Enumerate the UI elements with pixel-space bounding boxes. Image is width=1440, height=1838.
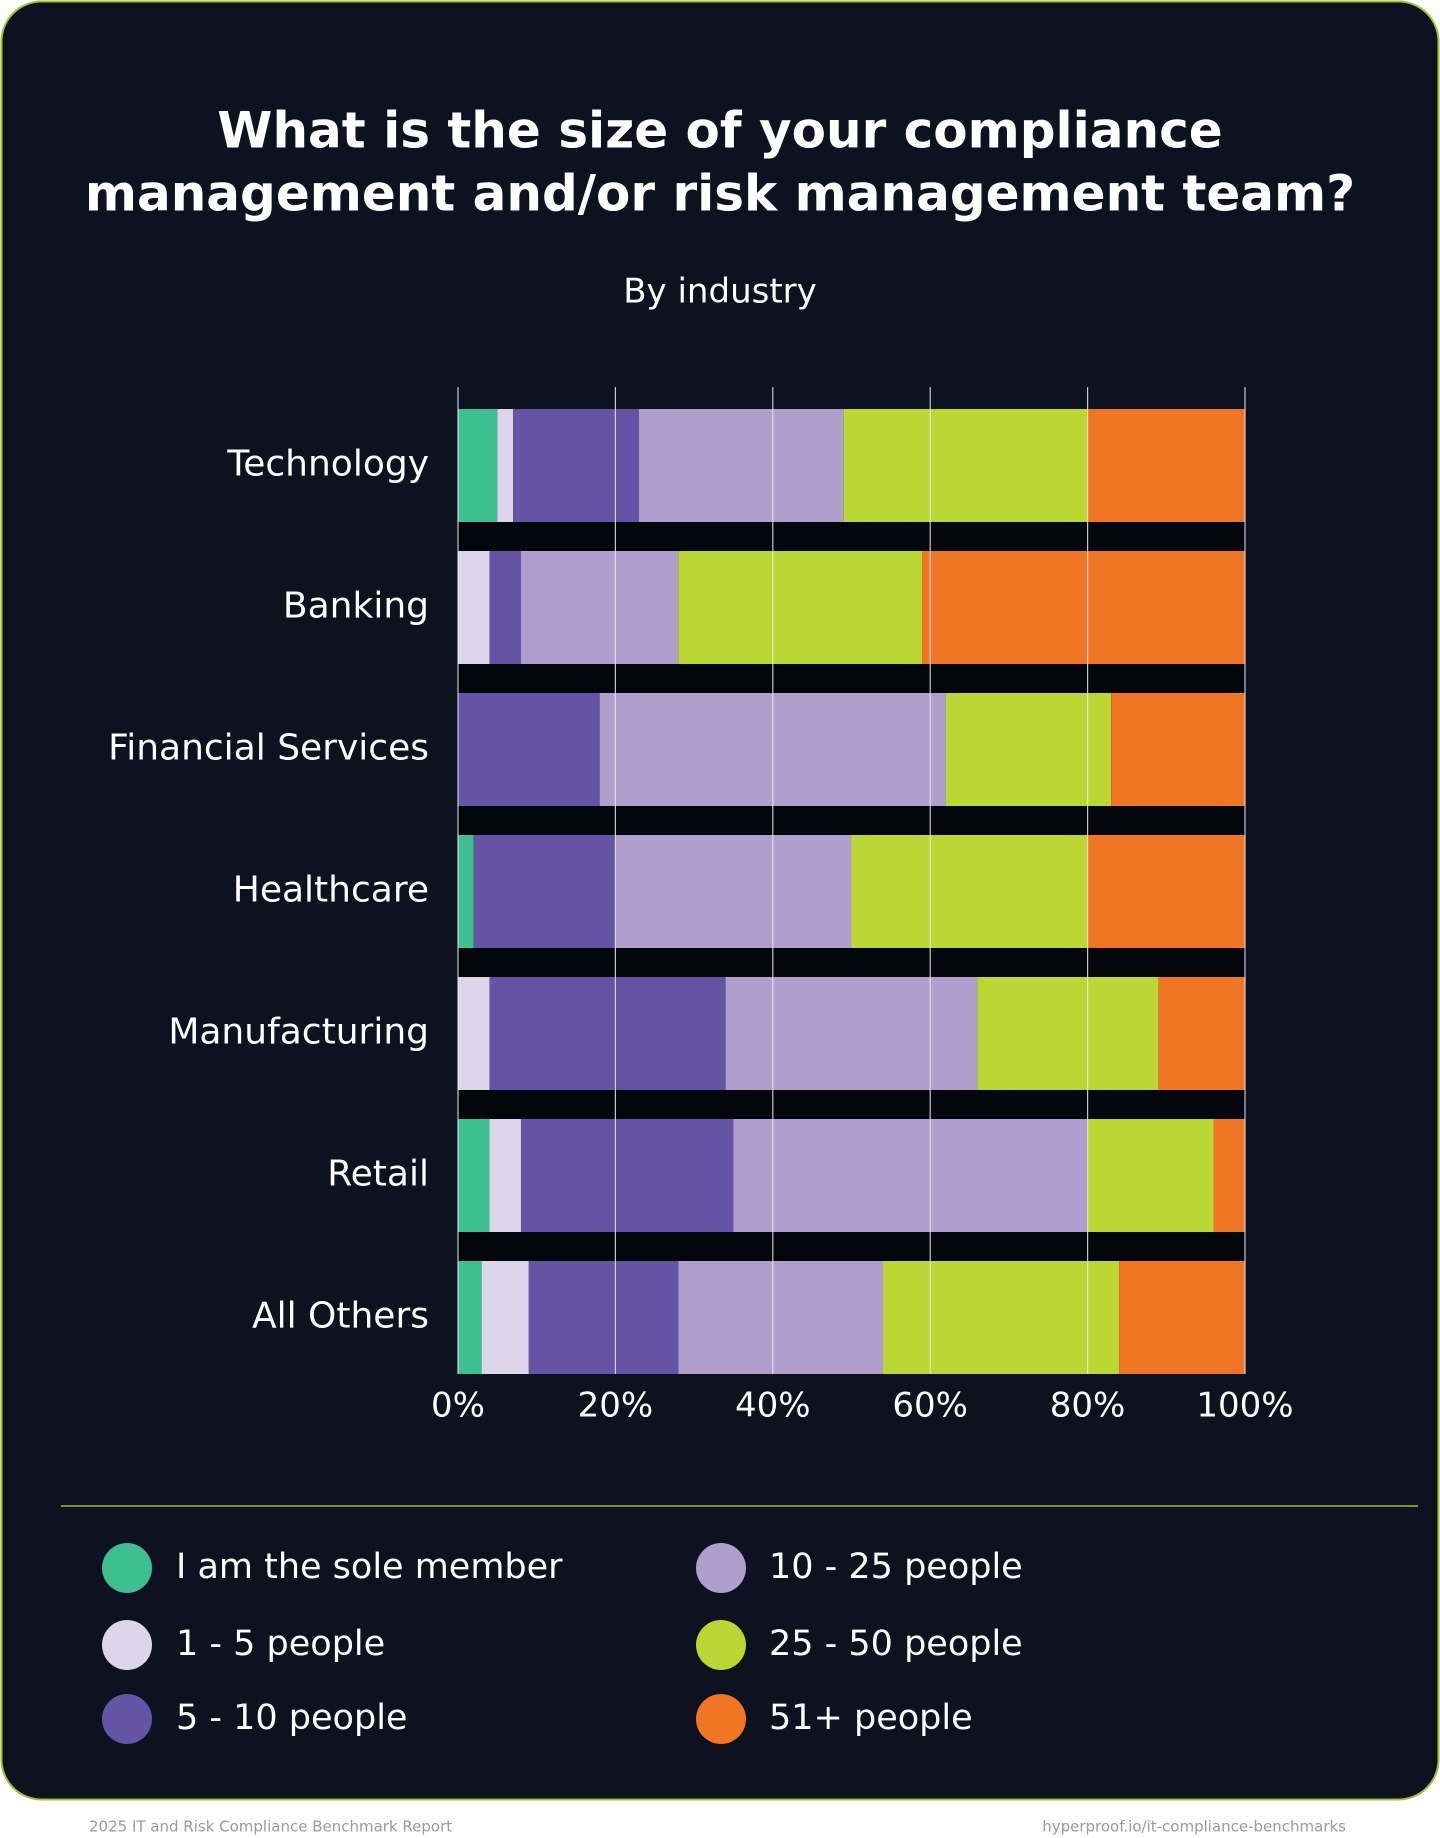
bar-segment [725,977,978,1090]
bar-segment [882,1261,1120,1374]
legend-label: 1 - 5 people [176,1624,385,1664]
bar-segment [481,1261,529,1374]
bar-segment [520,551,679,664]
bar-segment [458,1261,482,1374]
bar-segment [639,409,844,522]
legend-marker [102,1620,152,1670]
bar-segment [1119,1261,1245,1374]
bar-segment [458,977,490,1090]
bar-segment [1111,693,1245,806]
bar-segment [678,551,923,664]
chart-subtitle: By industry [623,272,817,312]
legend-marker [696,1543,746,1593]
y-tick-label: Manufacturing [168,1012,429,1053]
bar-segment [945,693,1112,806]
bar-segment [497,409,514,522]
y-tick-label: Healthcare [233,870,429,911]
bar-segment [678,1261,883,1374]
bar-segment [1087,835,1245,948]
bar-segment [528,1261,679,1374]
x-tick-label: 100% [1196,1386,1293,1426]
legend-label: 10 - 25 people [769,1547,1023,1587]
bar-segment [1087,1119,1214,1232]
bar-segment [733,1119,1088,1232]
x-tick-label: 60% [892,1386,968,1426]
bar-segment [851,835,1088,948]
bar-segment [458,551,490,664]
legend-marker [696,1694,746,1744]
chart-title: What is the size of your compliance [217,102,1222,160]
footer-right: hyperproof.io/it-compliance-benchmarks [1042,1818,1346,1836]
bar-segment [615,835,852,948]
x-tick-label: 40% [735,1386,811,1426]
y-tick-label: Retail [327,1154,429,1195]
legend-label: 5 - 10 people [176,1698,407,1738]
bar-segment [489,1119,521,1232]
bar-segment [1158,977,1245,1090]
chart-title: management and/or risk management team? [85,165,1355,223]
bar-segment [458,409,498,522]
bar-segment [1087,409,1245,522]
bar-segment [1213,1119,1245,1232]
x-tick-label: 0% [431,1386,485,1426]
y-tick-label: Technology [226,444,429,485]
legend-marker [696,1620,746,1670]
bar-segment [458,693,600,806]
bar-segment [458,835,474,948]
bar-segment [520,1119,734,1232]
legend-label: I am the sole member [176,1547,563,1587]
bar-segment [489,977,726,1090]
legend-marker [102,1694,152,1744]
bar-segment [458,1119,490,1232]
bar-segment [922,551,1245,664]
legend-label: 25 - 50 people [769,1624,1023,1664]
bar-segment [473,835,616,948]
legend-label: 51+ people [769,1698,973,1738]
bar-segment [513,409,640,522]
bar-segment [489,551,521,664]
footer-left: 2025 IT and Risk Compliance Benchmark Re… [89,1818,452,1836]
bar-segment [977,977,1159,1090]
bar-segment [843,409,1088,522]
x-tick-label: 20% [578,1386,654,1426]
y-tick-label: Banking [283,586,429,627]
legend-marker [102,1543,152,1593]
y-tick-label: All Others [252,1296,429,1337]
y-tick-label: Financial Services [108,728,429,769]
x-tick-label: 80% [1050,1386,1126,1426]
